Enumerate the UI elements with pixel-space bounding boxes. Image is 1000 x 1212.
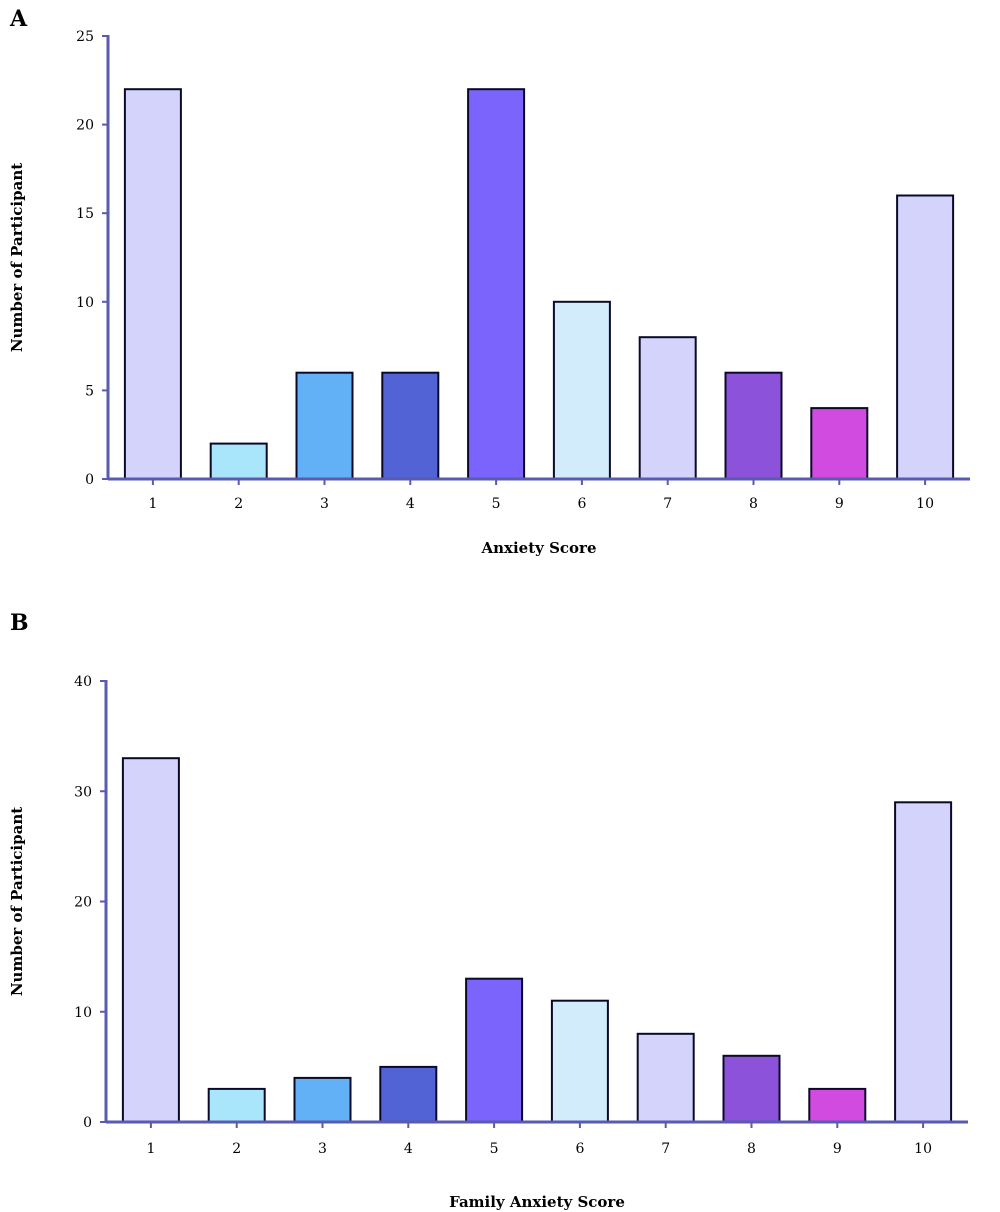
bar-6 <box>552 300 611 480</box>
x-tick-label: 9 <box>833 1141 842 1157</box>
bar-10 <box>894 801 953 1123</box>
x-tick-label: 7 <box>661 1141 670 1157</box>
x-tick-label: 3 <box>318 1141 327 1157</box>
y-axis-title: Number of Participant <box>8 163 26 352</box>
panel-label: A <box>9 6 28 32</box>
x-tick-label: 6 <box>577 496 586 512</box>
x-tick-label: 4 <box>404 1141 413 1157</box>
x-tick-label: 2 <box>234 496 243 512</box>
y-tick-label: 10 <box>74 1005 92 1021</box>
bar-2 <box>207 1087 266 1124</box>
y-axis-title: Number of Participant <box>8 807 26 996</box>
x-tick-label: 7 <box>663 496 672 512</box>
x-axis-title: Family Anxiety Score <box>449 1193 625 1211</box>
x-tick-label: 8 <box>747 1141 756 1157</box>
y-tick-label: 10 <box>76 295 94 311</box>
x-tick-label: 8 <box>749 496 758 512</box>
x-tick-label: 10 <box>916 496 934 512</box>
panel-label: B <box>10 610 29 636</box>
x-tick-label: 1 <box>146 1141 155 1157</box>
x-tick-label: 6 <box>575 1141 584 1157</box>
x-tick-label: 5 <box>490 1141 499 1157</box>
bar-7 <box>636 1032 695 1124</box>
x-tick-label: 1 <box>148 496 157 512</box>
x-tick-label: 3 <box>320 496 329 512</box>
y-tick-label: 40 <box>74 674 92 690</box>
y-tick-label: 15 <box>76 206 94 222</box>
bar-2 <box>209 442 268 481</box>
x-tick-label: 5 <box>492 496 501 512</box>
x-tick-label: 2 <box>232 1141 241 1157</box>
bar-10 <box>896 194 955 480</box>
bar-8 <box>724 371 783 481</box>
bar-1 <box>121 757 180 1123</box>
bar-5 <box>465 977 524 1124</box>
bar-5 <box>467 88 526 480</box>
bar-3 <box>295 371 354 481</box>
chart-panel-a: A 0 5 10 15 20 25 1 2 3 4 5 6 7 8 9 10 Anxiety Score Numbe… <box>8 6 970 557</box>
y-tick-label: 20 <box>76 118 94 134</box>
y-tick-label: 5 <box>85 383 94 399</box>
bar-7 <box>638 336 697 481</box>
y-tick-label: 0 <box>83 1115 92 1131</box>
x-tick-label: 4 <box>406 496 415 512</box>
y-tick-label: 0 <box>85 472 94 488</box>
x-tick-label: 9 <box>835 496 844 512</box>
bar-8 <box>722 1054 781 1124</box>
y-tick-label: 25 <box>76 29 94 45</box>
bar-6 <box>550 999 609 1124</box>
bar-4 <box>381 371 440 481</box>
bar-1 <box>123 88 182 480</box>
y-tick-label: 30 <box>74 784 92 800</box>
x-tick-label: 10 <box>914 1141 932 1157</box>
chart-panel-b: B 0 10 20 30 40 1 2 3 4 5 6 7 8 9 10 Family Anxiety Scor… <box>8 610 968 1211</box>
bar-3 <box>293 1076 352 1124</box>
y-tick-label: 20 <box>74 895 92 911</box>
x-axis-title: Anxiety Score <box>480 539 596 557</box>
bar-4 <box>379 1065 438 1124</box>
bar-9 <box>808 1087 867 1124</box>
bar-9 <box>810 407 869 481</box>
